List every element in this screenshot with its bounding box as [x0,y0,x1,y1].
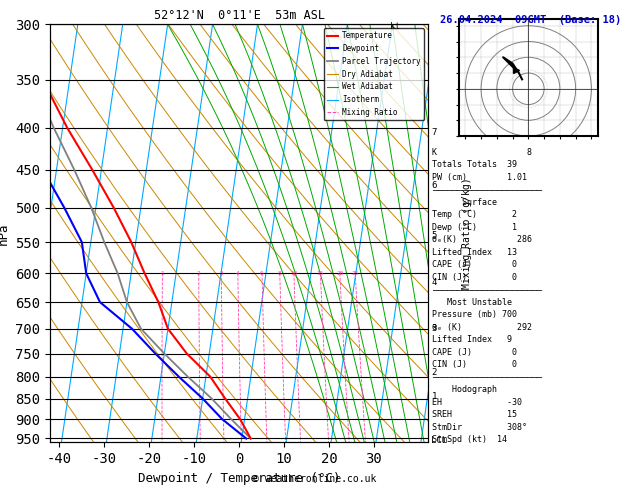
Text: 10: 10 [290,271,298,276]
Text: kt: kt [389,22,399,31]
Text: © weatheronline.co.uk: © weatheronline.co.uk [253,473,376,484]
Text: 6: 6 [431,181,437,190]
Text: LCL: LCL [431,436,448,445]
Text: 1: 1 [160,271,164,276]
Text: 15: 15 [316,271,324,276]
Legend: Temperature, Dewpoint, Parcel Trajectory, Dry Adiabat, Wet Adiabat, Isotherm, Mi: Temperature, Dewpoint, Parcel Trajectory… [324,28,424,120]
Title: 52°12'N  0°11'E  53m ASL: 52°12'N 0°11'E 53m ASL [153,9,325,22]
Text: 7: 7 [431,128,437,137]
Text: 8: 8 [278,271,282,276]
Text: 5: 5 [431,231,437,240]
Text: 1: 1 [431,392,437,401]
X-axis label: Dewpoint / Temperature (°C): Dewpoint / Temperature (°C) [138,471,340,485]
Text: 20: 20 [336,271,343,276]
Text: 2: 2 [197,271,201,276]
Text: 25: 25 [352,271,359,276]
Text: 6: 6 [260,271,264,276]
Y-axis label: Mixing Ratio (g/kg): Mixing Ratio (g/kg) [462,177,472,289]
Text: 26.04.2024  09GMT  (Base: 18): 26.04.2024 09GMT (Base: 18) [440,15,621,25]
Text: 4: 4 [236,271,240,276]
Y-axis label: hPa: hPa [0,222,10,244]
Text: K                  8
Totals Totals  39
PW (cm)        1.01
─────────────────────: K 8 Totals Totals 39 PW (cm) 1.01 ──────… [431,148,542,457]
Text: 2: 2 [431,368,437,377]
Text: 4: 4 [431,278,437,287]
Text: 3: 3 [220,271,223,276]
Text: 3: 3 [431,324,437,333]
